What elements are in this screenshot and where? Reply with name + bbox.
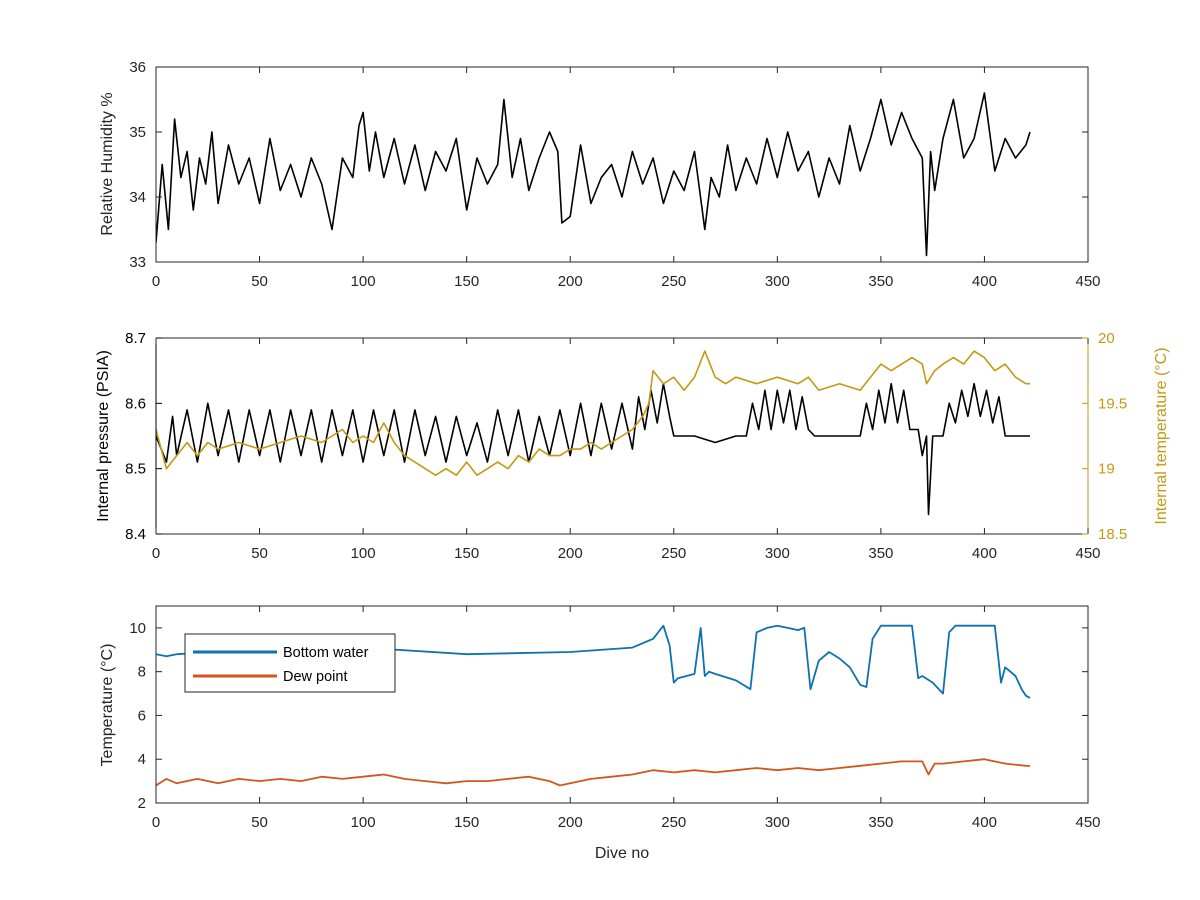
x-tick-label: 0 [152,814,160,831]
x-tick-label: 400 [972,545,997,562]
pressure-panel: 0 50 100 150 200 250 300 350 400 450 8.4 8.5 8.6 8.7 1… [95,330,1170,562]
pressure-ticks: 0 50 100 150 200 250 300 350 400 450 8.4 8.5 8.6 8.7 1… [125,330,1127,562]
y-tick-label: 2 [138,795,146,812]
x-tick-label: 200 [558,545,583,562]
x-tick-label: 400 [972,273,997,290]
y2-tick-label: 18.5 [1098,526,1127,543]
series-line-bottom-water [156,624,1031,699]
y-tick-label: 10 [129,620,146,637]
x-tick-label: 150 [454,814,479,831]
x-tick-label: 450 [1075,273,1100,290]
legend-label-dew-point: Dew point [283,669,347,685]
x-tick-label: 350 [868,273,893,290]
y2-tick-label: 19 [1098,461,1115,478]
x-tick-label: 300 [765,545,790,562]
legend-label-bottom-water: Bottom water [283,645,369,661]
humidity-panel: 0 50 100 150 200 250 300 350 400 450 33 34 35 36 Rela… [99,59,1101,290]
x-tick-label: 350 [868,814,893,831]
series-line-pressure [156,382,1030,516]
series-line-dew-point [156,758,1030,787]
x-tick-label: 50 [251,545,268,562]
y-tick-label: 4 [138,751,146,768]
temperature-axes-box [155,605,1089,804]
x-tick-label: 250 [661,814,686,831]
temperature-ticks: 0 50 100 150 200 250 300 350 400 450 2 4 6 8 10 [129,606,1101,831]
x-tick-label: 400 [972,814,997,831]
y-tick-label: 36 [129,59,146,76]
x-tick-label: 0 [152,273,160,290]
y-tick-label: 33 [129,254,146,271]
x-tick-label: 50 [251,814,268,831]
temperature-plot-area [156,624,1031,787]
y-tick-label: 8.5 [125,461,146,478]
x-tick-label: 350 [868,545,893,562]
pressure-plot-area [156,350,1030,516]
x-tick-label: 300 [765,273,790,290]
pressure-ylabel: Internal pressure (PSIA) [95,350,112,522]
x-axis-label: Dive no [595,845,649,862]
humidity-plot-area [156,92,1031,257]
x-tick-label: 250 [661,545,686,562]
legend: Bottom water Dew point [184,633,396,693]
y2-tick-label: 20 [1098,330,1115,347]
x-tick-label: 100 [351,273,376,290]
x-tick-label: 250 [661,273,686,290]
x-tick-label: 0 [152,545,160,562]
series-line-internal-temperature [156,350,1030,477]
x-tick-label: 150 [454,545,479,562]
legend-box [184,633,396,693]
humidity-axes-box [155,66,1089,263]
y-tick-label: 8.7 [125,330,146,347]
x-tick-label: 100 [351,814,376,831]
x-tick-label: 50 [251,273,268,290]
y-tick-label: 34 [129,189,146,206]
series-line-humidity [156,92,1031,257]
x-tick-label: 450 [1075,545,1100,562]
internal-temperature-ylabel: Internal temperature (°C) [1153,347,1170,524]
y-tick-label: 6 [138,707,146,724]
y-tick-label: 8 [138,664,146,681]
y2-tick-label: 19.5 [1098,395,1127,412]
x-tick-label: 150 [454,273,479,290]
temperature-panel: 0 50 100 150 200 250 300 350 400 450 2 4 6 8 10 Temper… [99,605,1101,862]
y-tick-label: 8.6 [125,395,146,412]
x-tick-label: 450 [1075,814,1100,831]
humidity-ylabel: Relative Humidity % [99,92,116,235]
temperature-ylabel: Temperature (°C) [99,644,116,767]
y-tick-label: 8.4 [125,526,146,543]
x-tick-label: 100 [351,545,376,562]
x-tick-label: 200 [558,814,583,831]
humidity-ticks: 0 50 100 150 200 250 300 350 400 450 33 34 35 36 [129,59,1100,290]
x-tick-label: 200 [558,273,583,290]
x-tick-label: 300 [765,814,790,831]
y-tick-label: 35 [129,124,146,141]
